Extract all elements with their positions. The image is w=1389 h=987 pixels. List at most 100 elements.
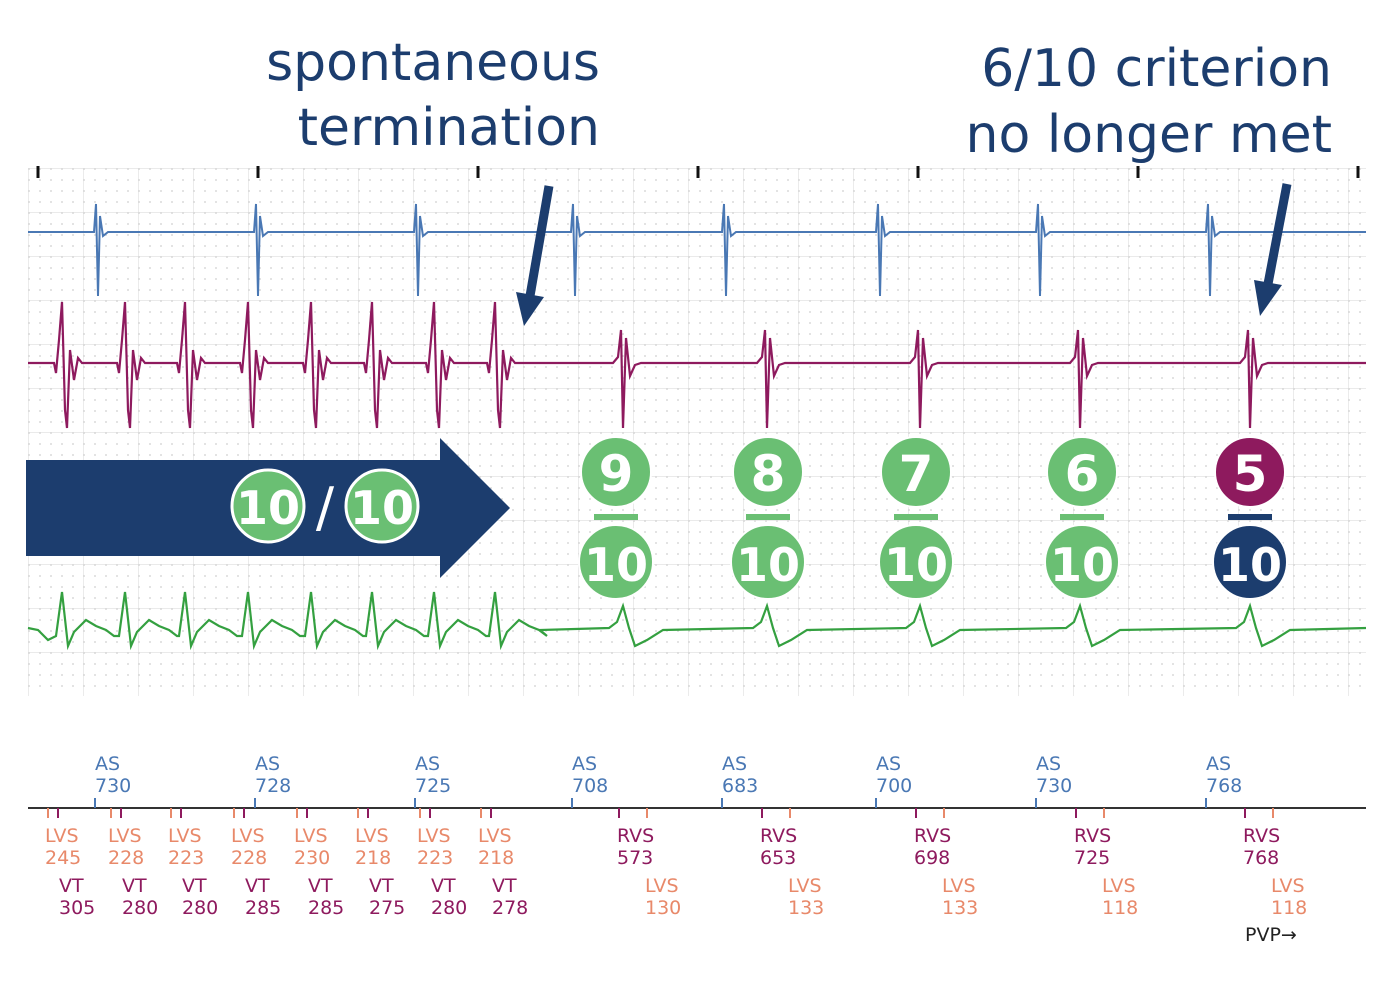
counter-fraction-bar [1060, 514, 1104, 520]
atrial-marker-label: AS [95, 753, 120, 775]
criterion-arrow [1254, 183, 1292, 316]
counter-numerator-badge [1214, 436, 1286, 508]
lvs-marker-value: 228 [108, 847, 144, 869]
counter-denominator: 10 [884, 538, 948, 592]
lvs-marker-label: LVS [45, 825, 79, 847]
banner-denominator-badge: 10 [344, 468, 420, 544]
counter-numerator-badge [580, 436, 652, 508]
vt-marker-label: VT [245, 875, 270, 897]
time-ticks [36, 166, 1360, 178]
counter-numerator: 6 [1065, 445, 1100, 503]
title-right-line2: no longer met [966, 105, 1332, 165]
atrial-marker-label: AS [722, 753, 747, 775]
lv-egm-trace [27, 591, 1367, 651]
rv-egm-trace [28, 301, 1366, 429]
criterion-counter: 7 10 [878, 436, 954, 600]
egm-traces [27, 203, 1367, 651]
vt-marker-label: VT [122, 875, 147, 897]
atrial-marker-label: AS [255, 753, 280, 775]
counter-numerator-badge [1046, 436, 1118, 508]
vt-marker-value: 280 [122, 897, 158, 919]
banner-separator: / [316, 476, 335, 539]
banner-numerator-badge: 10 [230, 468, 306, 544]
lvs-marker-label: LVS [108, 825, 142, 847]
vt-marker-value: 275 [369, 897, 405, 919]
counter-numerator: 5 [1233, 445, 1268, 503]
atrial-marker-label: AS [415, 753, 440, 775]
vt-marker-value: 305 [59, 897, 95, 919]
lvs-marker-value: 223 [168, 847, 204, 869]
lvs-marker-value: 130 [645, 897, 681, 919]
counter-denominator: 10 [1050, 538, 1114, 592]
counter-numerator: 9 [599, 445, 634, 503]
tachy-banner-arrow: 10 / 10 [26, 438, 510, 578]
atrial-marker-label: AS [1036, 753, 1061, 775]
title-left-line2: termination [298, 98, 600, 158]
atrial-marker-value: 725 [415, 775, 451, 797]
vt-marker-value: 278 [492, 897, 528, 919]
lvs-marker-value: 218 [355, 847, 391, 869]
atrial-marker-value: 728 [255, 775, 291, 797]
lvs-marker-value: 223 [417, 847, 453, 869]
rvs-marker-label: RVS [760, 825, 797, 847]
lvs-marker-value: 133 [788, 897, 824, 919]
criterion-counter: 6 10 [1044, 436, 1120, 600]
egm-grid [28, 166, 1366, 696]
rvs-marker-value: 768 [1243, 847, 1279, 869]
counter-numerator-badge [880, 436, 952, 508]
lvs-marker-label: LVS [942, 875, 976, 897]
title-right: 6/10 criterion no longer met [966, 39, 1332, 165]
atrial-marker-value: 708 [572, 775, 608, 797]
title-left-line1: spontaneous [266, 33, 600, 93]
rvs-marker-label: RVS [617, 825, 654, 847]
lvs-marker-label: LVS [1102, 875, 1136, 897]
atrial-egm-trace [28, 203, 1366, 297]
lvs-marker-value: 245 [45, 847, 81, 869]
counter-denominator-badge [878, 524, 954, 600]
title-left: spontaneous termination [266, 33, 600, 158]
vt-marker-value: 285 [308, 897, 344, 919]
vt-marker-label: VT [431, 875, 456, 897]
criterion-counters: 9 10 8 10 7 10 6 10 5 10 [578, 436, 1288, 600]
lvs-marker-label: LVS [788, 875, 822, 897]
banner-numerator: 10 [236, 481, 300, 535]
vt-marker-value: 285 [245, 897, 281, 919]
lvs-marker-label: LVS [478, 825, 512, 847]
lvs-marker-value: 218 [478, 847, 514, 869]
lvs-marker-label: LVS [168, 825, 202, 847]
vt-marker-value: 280 [182, 897, 218, 919]
tachy-markers: LVS245VT305LVS228VT280LVS223VT280LVS228V… [45, 808, 528, 919]
lvs-marker-value: 228 [231, 847, 267, 869]
lvs-marker-label: LVS [645, 875, 679, 897]
termination-arrow [516, 185, 554, 326]
atrial-marker-value: 730 [95, 775, 131, 797]
counter-fraction-bar [594, 514, 638, 520]
vt-marker-label: VT [308, 875, 333, 897]
rvs-marker-label: RVS [1243, 825, 1280, 847]
vt-marker-label: VT [59, 875, 84, 897]
vt-marker-value: 280 [431, 897, 467, 919]
counter-denominator-badge [1212, 524, 1288, 600]
criterion-counter: 9 10 [578, 436, 654, 600]
lvs-marker-label: LVS [294, 825, 328, 847]
rvs-marker-value: 573 [617, 847, 653, 869]
lvs-marker-label: LVS [355, 825, 389, 847]
atrial-marker-value: 683 [722, 775, 758, 797]
lvs-marker-label: LVS [1271, 875, 1305, 897]
banner-denominator: 10 [350, 481, 414, 535]
